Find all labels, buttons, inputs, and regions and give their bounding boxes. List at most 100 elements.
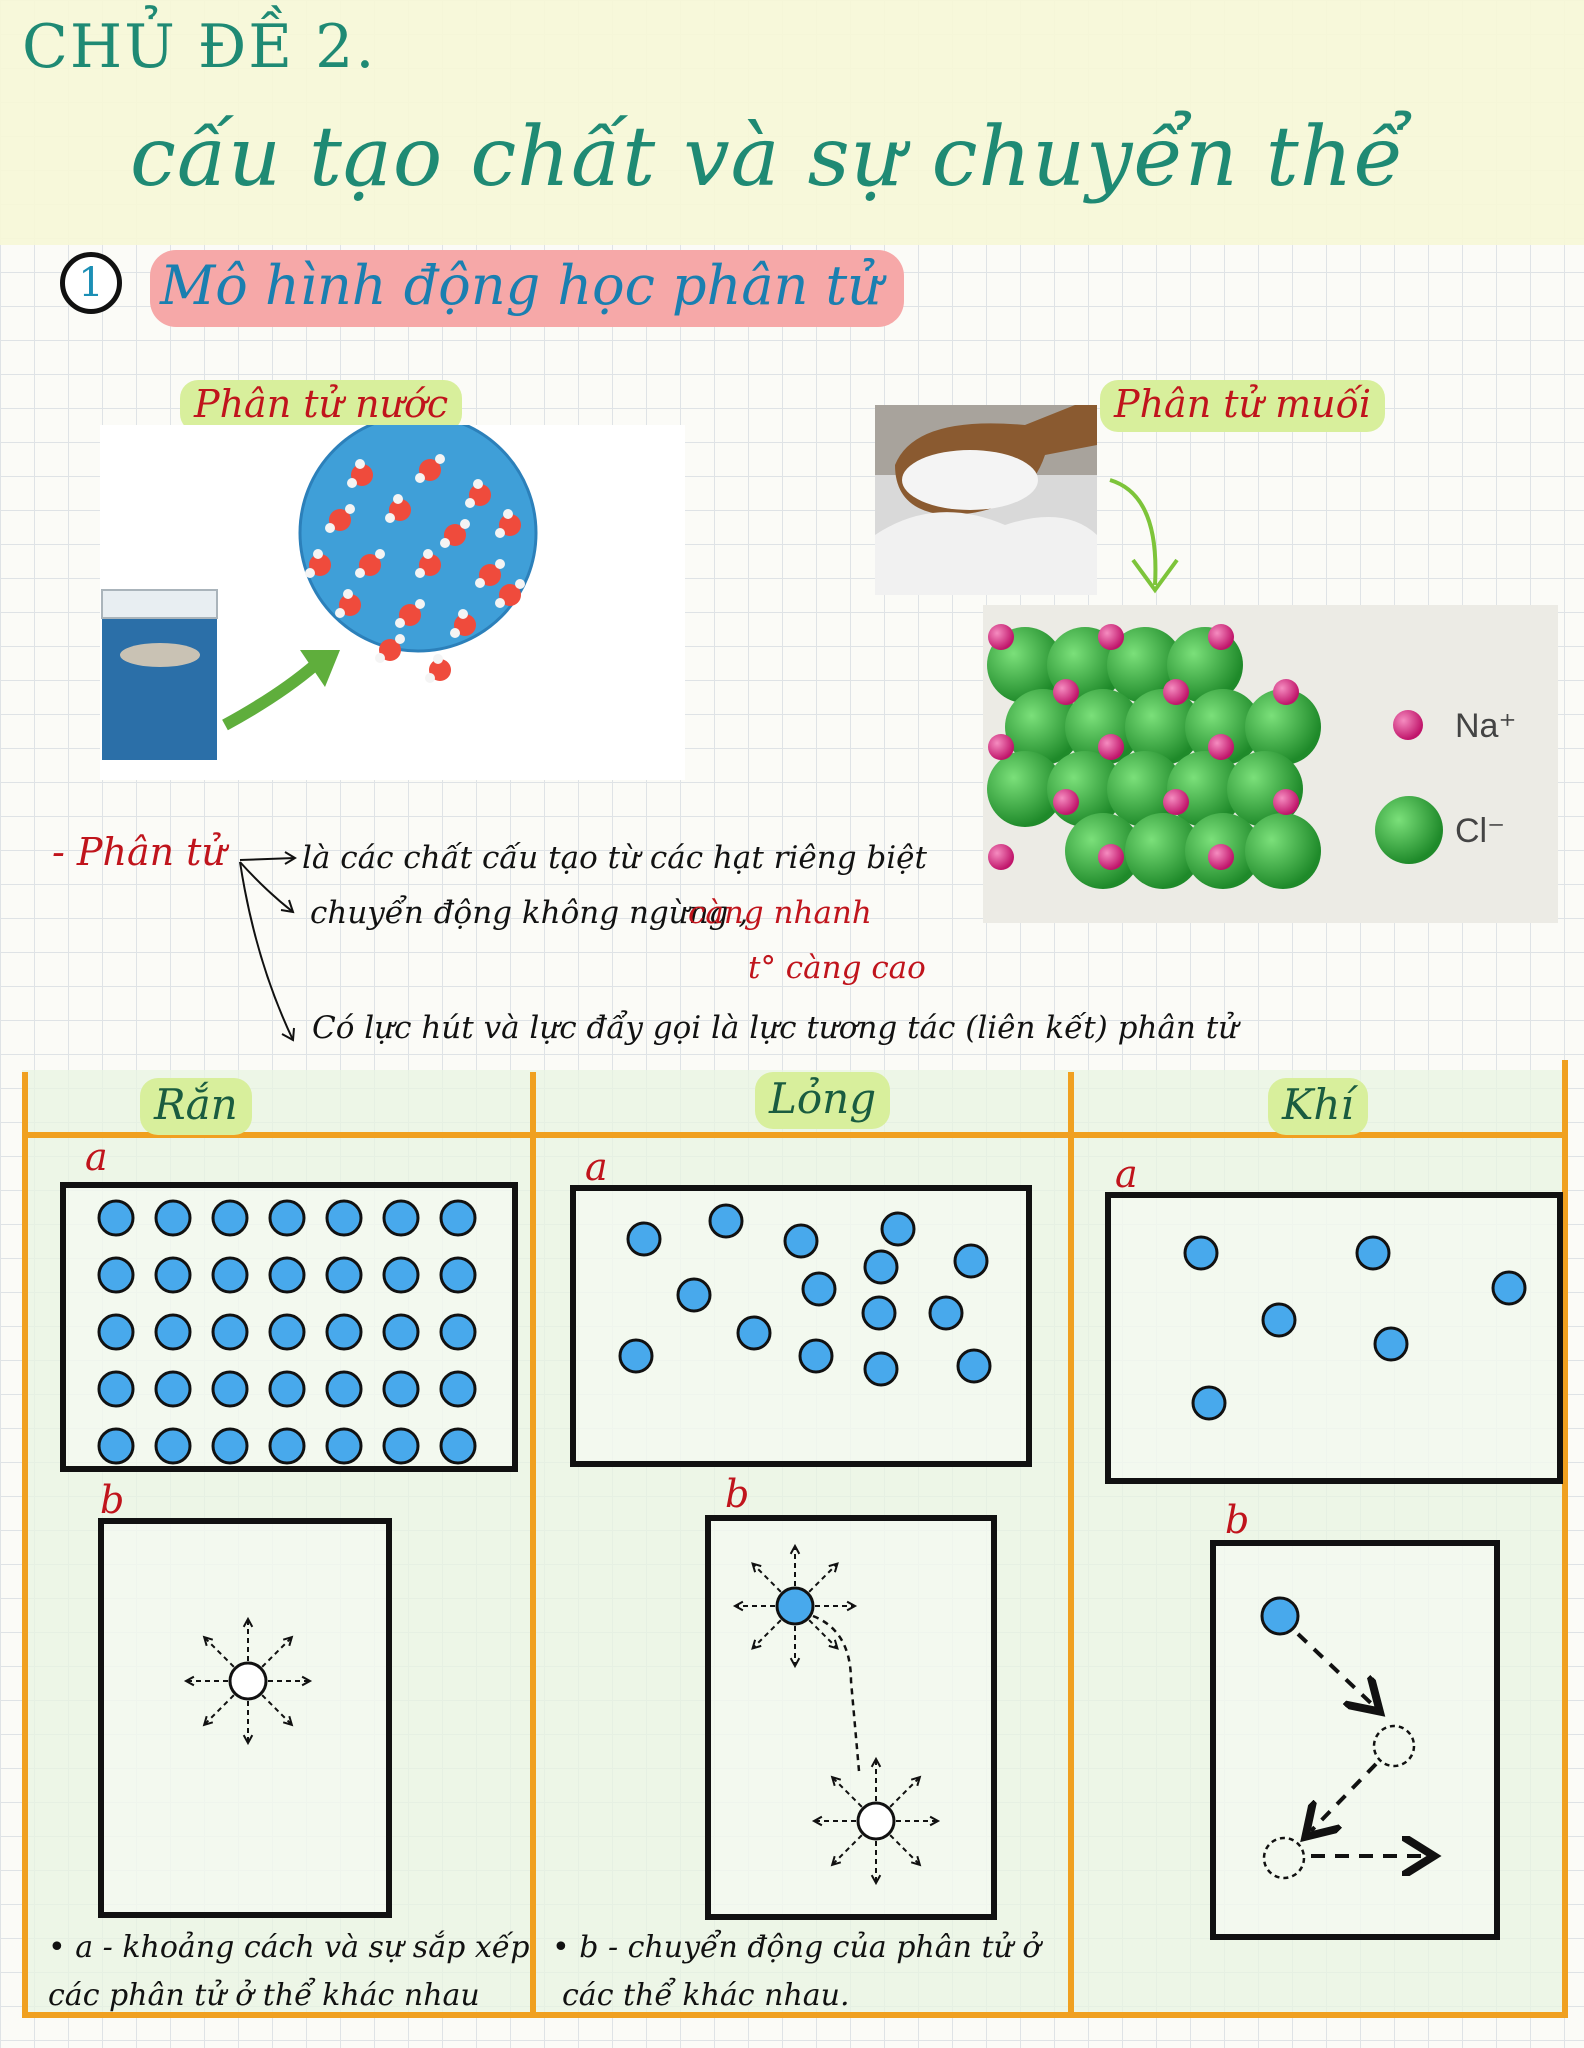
na-ion xyxy=(988,844,1014,870)
gas-label: Khí xyxy=(1268,1078,1368,1135)
water-hydrogen-atom xyxy=(495,528,505,538)
liquid-particle xyxy=(783,1223,819,1259)
divider-2 xyxy=(1068,1072,1074,2018)
water-hydrogen-atom xyxy=(495,598,505,608)
gas-particle xyxy=(1355,1235,1391,1271)
liquid-end-vibration-line xyxy=(831,1776,863,1808)
solid-particle xyxy=(211,1256,249,1294)
na-ion xyxy=(1208,734,1234,760)
note-point-1: là các chất cấu tạo từ các hạt riêng biệ… xyxy=(302,840,927,876)
solid-particle xyxy=(97,1313,135,1351)
solid-particle xyxy=(97,1199,135,1237)
water-hydrogen-atom xyxy=(503,509,513,519)
zoom-arrow-head xyxy=(300,650,340,687)
water-hydrogen-atom xyxy=(393,494,403,504)
cl-ion xyxy=(1107,627,1183,703)
solid-particle xyxy=(439,1427,477,1465)
water-oxygen-atom xyxy=(499,584,521,606)
water-hydrogen-atom xyxy=(415,599,425,609)
liquid-start-vibration-arrowhead xyxy=(732,1600,744,1612)
cl-ion xyxy=(987,751,1063,827)
water-oxygen-atom xyxy=(399,604,421,626)
solid-particle xyxy=(228,1661,268,1701)
water-hydrogen-atom xyxy=(433,654,443,664)
notes-subject: - Phân tử xyxy=(52,830,226,874)
na-ion xyxy=(1208,844,1234,870)
water-hydrogen-atom xyxy=(423,549,433,559)
solid-vibration-arrowhead xyxy=(242,1734,254,1746)
zoom-arrow xyxy=(222,660,319,731)
solid-particle xyxy=(325,1199,363,1237)
water-hydrogen-atom xyxy=(313,549,323,559)
solid-b-letter: b xyxy=(100,1478,125,1522)
solid-particle xyxy=(154,1427,192,1465)
solid-particle xyxy=(325,1427,363,1465)
water-hydrogen-atom xyxy=(425,673,435,683)
solid-particle xyxy=(268,1427,306,1465)
liquid-particle xyxy=(863,1249,899,1285)
water-oxygen-atom xyxy=(499,514,521,536)
solid-particle xyxy=(268,1199,306,1237)
water-molecules xyxy=(305,454,525,683)
liquid-particle xyxy=(880,1211,916,1247)
cl-ion xyxy=(1125,689,1201,765)
water-oxygen-atom xyxy=(419,459,441,481)
caption-a-line1: • a - khoảng cách và sự sắp xếp xyxy=(48,1930,530,1965)
notes-branch-arrows xyxy=(239,851,297,1042)
solid-particle xyxy=(439,1313,477,1351)
liquid-start-vibration-arrowhead xyxy=(828,1562,839,1573)
water-hydrogen-atom xyxy=(335,608,345,618)
na-ion xyxy=(1208,624,1234,650)
solid-vibration-arrowhead xyxy=(202,1715,214,1727)
salt-arrow-line xyxy=(1109,478,1158,586)
note-point-2-red: càng nhanh xyxy=(688,895,872,931)
gas-particle xyxy=(1183,1235,1219,1271)
main-title: cấu tạo chất và sự chuyển thể xyxy=(130,110,1405,205)
solid-particles xyxy=(97,1199,477,1465)
panel-bottom-line xyxy=(22,2012,1568,2018)
cl-ion xyxy=(1245,689,1321,765)
note-point-2: chuyển động không ngừng , xyxy=(310,895,749,931)
water-hydrogen-atom xyxy=(415,473,425,483)
cl-ion xyxy=(1185,689,1261,765)
solid-a-letter: a xyxy=(85,1135,108,1179)
solid-particle xyxy=(97,1256,135,1294)
na-ion xyxy=(1163,679,1189,705)
na-ion xyxy=(1273,679,1299,705)
liquid-start-vibration-line xyxy=(808,1619,839,1650)
beaker-sediment xyxy=(120,643,200,667)
liquid-start-vibration-arrowhead xyxy=(846,1600,858,1612)
liquid-end-vibration-line xyxy=(889,1776,921,1808)
salt-pile xyxy=(875,512,1097,595)
cl-ion xyxy=(1245,813,1321,889)
liquid-end-vibration-arrowhead xyxy=(929,1815,941,1827)
cl-ion xyxy=(1125,813,1201,889)
water-hydrogen-atom xyxy=(345,504,355,514)
na-ion xyxy=(1098,844,1124,870)
gas-arrangement-box xyxy=(1105,1192,1563,1484)
water-hydrogen-atom xyxy=(355,568,365,578)
water-oxygen-atom xyxy=(454,614,476,636)
solid-particle xyxy=(268,1256,306,1294)
divider-right xyxy=(1562,1060,1568,2018)
solid-particle xyxy=(439,1370,477,1408)
solid-particle xyxy=(211,1313,249,1351)
gas-particle xyxy=(1191,1385,1227,1421)
liquid-particle xyxy=(676,1277,712,1313)
salt-photo xyxy=(875,405,1097,595)
caption-a-line2: các phân tử ở thể khác nhau xyxy=(48,1978,480,2013)
solid-particle xyxy=(211,1370,249,1408)
water-hydrogen-atom xyxy=(440,538,450,548)
branch-arrow-1-head xyxy=(284,851,297,865)
water-oxygen-atom xyxy=(469,484,491,506)
water-hydrogen-atom xyxy=(355,459,365,469)
water-hydrogen-atom xyxy=(395,634,405,644)
water-hydrogen-atom xyxy=(435,454,445,464)
water-oxygen-atom xyxy=(379,639,401,661)
water-hydrogen-atom xyxy=(495,559,505,569)
gas-motion-box xyxy=(1210,1540,1500,1940)
liquid-particle xyxy=(618,1338,654,1374)
divider-left xyxy=(22,1072,28,2018)
gas-motion-diagram xyxy=(1260,1596,1494,1880)
liquid-start-vibration-line xyxy=(751,1619,782,1650)
